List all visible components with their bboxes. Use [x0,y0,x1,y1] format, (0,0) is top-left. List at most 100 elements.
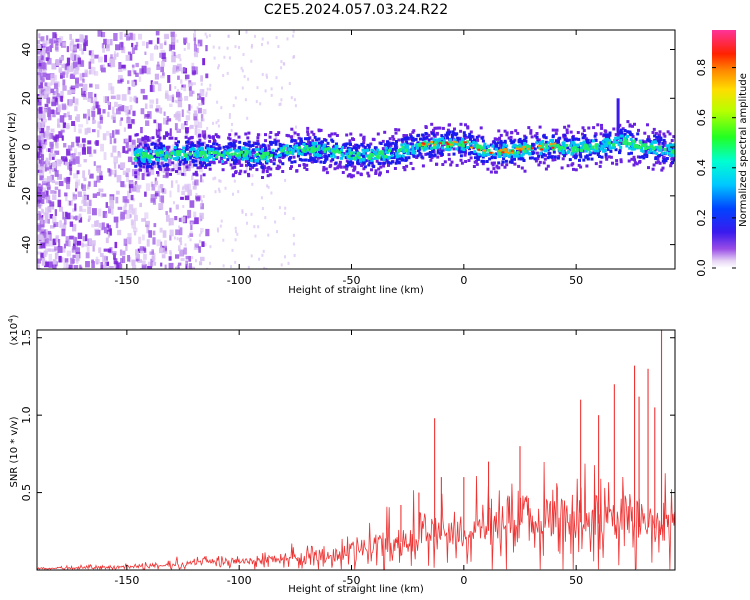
ridge-cell [210,154,214,158]
speckle-cell [37,194,41,201]
ridge-cell [403,168,407,172]
speckle-cell [200,102,203,106]
speckle-cell [280,263,283,267]
ridge-cell [600,126,604,130]
ridge-cell [215,142,219,146]
ridge-cell [202,173,206,177]
speckle-cell [181,190,185,196]
colorbar-gradient [712,30,736,268]
ridge-cell [322,168,326,172]
speckle-cell [235,230,237,234]
speckle-cell [66,57,71,66]
ridge-cell [278,159,282,163]
ridge-cell [266,151,270,155]
ridge-cell [271,141,275,145]
speckle-cell [212,45,215,49]
ridge-cell [257,159,261,163]
ridge-cell [256,157,260,161]
speckle-cell [37,98,42,106]
ridge-cell [521,157,525,161]
ridge-cell [641,149,645,153]
speckle-cell [98,188,104,193]
speckle-cell [66,250,71,257]
speckle-cell [199,212,204,220]
speckle-cell [196,128,201,137]
ridge-cell [282,154,286,158]
ridge-cell [160,150,164,154]
speckle-cell [156,37,160,44]
ridge-cell [625,141,629,145]
ridge-cell [360,142,364,146]
speckle-cell [84,69,88,78]
ridge-cell [472,138,476,142]
speckle-cell [42,40,48,46]
ridge-cell [612,143,616,147]
ridge-cell [563,137,567,141]
ridge-cell [378,173,381,177]
ridge-cell [285,144,289,148]
ridge-cell [392,156,396,160]
speckle-cell [117,107,121,111]
ridge-cell [658,130,662,134]
speckle-cell [146,239,150,247]
chart-title: C2E5.2024.057.03.24.R22 [264,2,448,18]
speckle-cell [281,86,283,90]
speckle-cell [176,168,180,175]
speckle-cell [41,121,44,129]
speckle-cell [292,217,295,220]
ridge-cell [491,163,495,167]
ridge-cell [659,136,663,140]
ridge-cell [460,161,464,165]
ridge-cell [545,145,549,149]
ridge-cell [181,172,185,176]
ridge-cell [234,149,238,153]
speckle-cell [186,121,188,125]
speckle-cell [74,237,78,245]
speckle-cell [49,201,55,207]
ridge-cell [502,148,506,152]
speckle-cell [54,186,59,190]
ridge-cell [553,143,557,147]
ridge-cell [293,146,297,149]
speckle-cell [218,179,221,183]
speckle-cell [109,228,112,236]
ridge-cell [496,141,500,145]
ridge-cell [628,130,631,134]
ridge-cell [482,146,486,150]
ridge-cell [533,147,537,151]
speckle-cell [223,55,226,59]
ridge-cell [523,143,527,147]
ridge-cell [439,151,443,155]
speckle-cell [45,207,49,215]
ridge-cell [150,155,154,159]
speckle-cell [198,233,201,237]
speckle-cell [72,224,77,232]
ridge-cell [461,138,465,142]
speckle-cell [40,252,44,258]
ridge-cell [570,152,574,156]
speckle-cell [95,140,99,146]
ridge-cell [545,143,548,147]
ridge-cell [412,129,416,133]
ridge-cell [133,157,137,161]
speckle-cell [170,180,174,188]
ridge-cell [598,144,602,148]
speckle-cell [77,151,81,156]
ridge-cell [185,165,189,169]
ridge-cell [229,163,233,167]
ridge-cell [273,158,276,162]
speckle-cell [125,141,129,148]
ridge-cell [224,160,228,164]
ridge-cell [413,151,417,155]
ridge-cell [199,154,203,158]
y-tick-label: 40 [20,43,33,57]
ridge-cell [630,157,634,161]
ridge-cell [228,145,232,149]
speckle-cell [48,261,54,268]
speckle-cell [48,133,54,139]
speckle-cell [39,36,44,42]
speckle-cell [280,98,283,102]
ridge-cell [212,151,216,154]
speckle-cell [131,259,136,266]
speckle-cell [66,46,69,53]
